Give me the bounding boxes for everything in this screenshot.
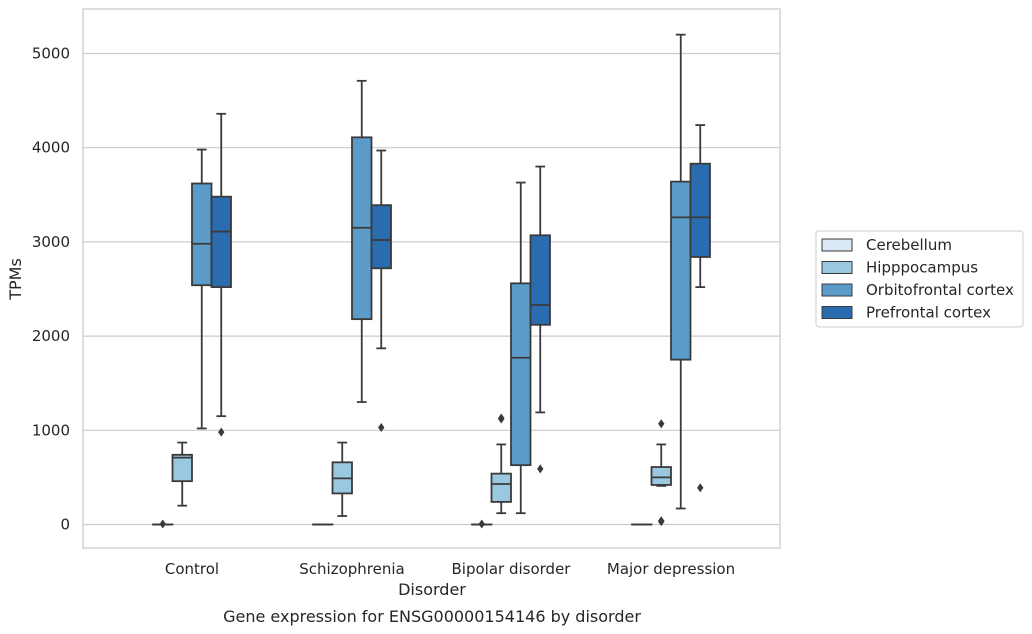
box	[191, 182, 213, 287]
legend-label: Prefrontal cortex	[866, 304, 991, 322]
legend-items: Cerebellum Hipppocampus Orbitofrontal cort…	[821, 236, 1014, 322]
chart-caption: Gene expression for ENSG00000154146 by d…	[223, 607, 641, 626]
box-group	[210, 112, 232, 437]
box	[670, 180, 692, 361]
box-group	[510, 181, 532, 515]
outlier-point	[537, 464, 544, 474]
x-tick-label: Schizophrenia	[299, 560, 404, 578]
outlier-point	[697, 483, 704, 493]
plot-frame	[82, 8, 781, 549]
x-tick-label: Major depression	[607, 560, 735, 578]
box	[689, 162, 711, 258]
legend-label: Hipppocampus	[866, 259, 978, 277]
x-tick-label: Control	[165, 560, 219, 578]
box-group	[171, 441, 193, 507]
legend-swatch	[821, 238, 853, 252]
legend-swatch	[821, 306, 853, 319]
box-group	[471, 519, 493, 529]
box-group	[370, 149, 392, 432]
outlier-point	[378, 422, 385, 432]
outlier-point	[218, 427, 225, 437]
box-group	[191, 148, 213, 430]
outlier-point	[159, 519, 166, 529]
y-tick-label: 4000	[32, 139, 70, 157]
legend: Cerebellum Hipppocampus Orbitofrontal cort…	[815, 230, 1024, 328]
box-group	[650, 419, 672, 527]
plot-boxes	[152, 33, 711, 529]
box	[490, 472, 512, 503]
box	[370, 204, 392, 270]
box	[171, 453, 193, 483]
outlier-point	[478, 519, 485, 529]
y-axis-label: TPMs	[6, 258, 25, 301]
y-tick-label: 1000	[32, 421, 70, 439]
legend-swatch	[821, 261, 853, 274]
x-tick-labels: Control Schizophrenia Bipolar disorder Majo…	[165, 560, 735, 578]
box	[529, 234, 551, 326]
box-group	[689, 124, 711, 493]
x-tick-label: Bipolar disorder	[452, 560, 572, 578]
outlier-point	[498, 413, 505, 423]
legend-frame	[815, 230, 1024, 328]
legend-swatch	[821, 283, 853, 297]
outlier-point	[658, 516, 665, 526]
x-axis-label: Disorder	[398, 580, 466, 599]
box-group	[351, 79, 373, 403]
box-group	[152, 519, 174, 529]
y-tick-label: 2000	[32, 327, 70, 345]
box-group	[331, 441, 353, 517]
outlier-point	[658, 419, 665, 429]
y-tick-label: 5000	[32, 45, 70, 63]
box	[510, 282, 532, 467]
box-group	[490, 413, 512, 515]
y-tick-labels: 0 1000 2000 3000 4000 5000	[32, 45, 70, 534]
legend-label: Cerebellum	[866, 236, 952, 254]
box	[210, 195, 232, 289]
y-tick-label: 0	[60, 516, 70, 534]
box-group	[670, 33, 692, 510]
box-group	[529, 165, 551, 474]
legend-label: Orbitofrontal cortex	[866, 281, 1014, 299]
box	[650, 466, 672, 486]
y-tick-label: 3000	[32, 233, 70, 251]
